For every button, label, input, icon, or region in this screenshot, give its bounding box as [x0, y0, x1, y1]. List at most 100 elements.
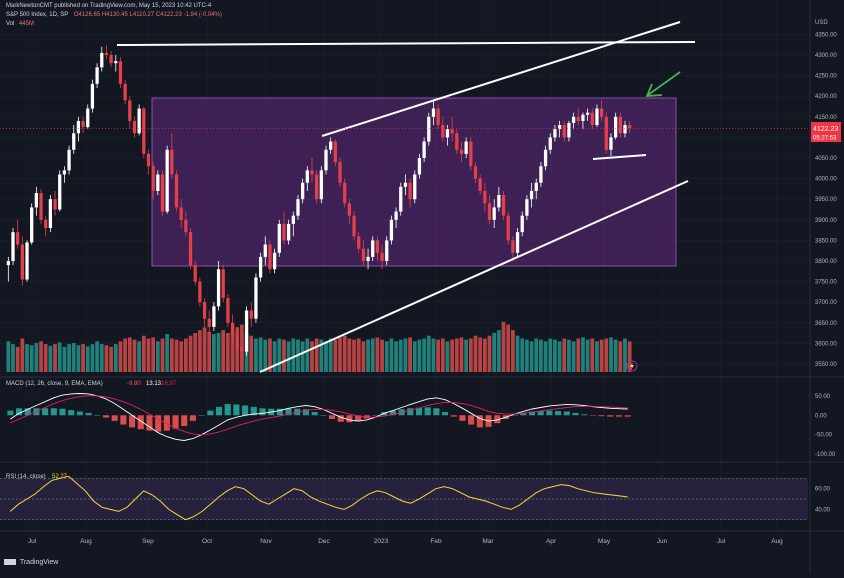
volume-bar [165, 334, 169, 372]
volume-bar [77, 345, 81, 372]
candle-body [217, 269, 220, 306]
volume-bar [422, 339, 426, 372]
price-tick-label: 3650.00 [815, 321, 837, 327]
candle-body [465, 142, 468, 154]
volume-bar [492, 333, 496, 372]
volume-bar [544, 341, 548, 372]
candle-body [287, 224, 290, 240]
macd-histogram-bar [346, 415, 352, 422]
candle-body [21, 245, 24, 280]
candle-body [334, 142, 337, 163]
volume-bar [497, 330, 501, 372]
macd-histogram-bar [625, 415, 631, 416]
volume-bar [609, 337, 613, 372]
macd-histogram-bar [259, 408, 265, 415]
tradingview-logo[interactable]: TradingView [4, 559, 58, 566]
candle-body [268, 245, 271, 270]
volume-bar [105, 345, 109, 372]
ohlc-values: O4126.65 H4130.45 L4110.27 C4122.23 -1.8… [74, 12, 222, 18]
volume-bar [277, 339, 281, 372]
candle-body [147, 154, 150, 166]
volume-bar [525, 340, 529, 372]
candle-body [53, 199, 56, 209]
macd-histogram-bar [190, 415, 196, 421]
candle-body [586, 113, 589, 115]
candle-body [451, 129, 454, 133]
candle-body [530, 191, 533, 199]
volume-bar [226, 333, 230, 372]
volume-bar [217, 333, 221, 372]
candle-body [180, 207, 183, 219]
volume-bar [586, 340, 590, 372]
volume-bar [184, 339, 188, 372]
candle-body [16, 232, 19, 244]
candle-body [427, 117, 430, 142]
candle-body [292, 216, 295, 224]
volume-bar [123, 339, 127, 372]
candle-body [436, 109, 439, 125]
candle-body [7, 261, 10, 265]
volume-bar [263, 340, 267, 372]
x-tick-label: Jun [657, 538, 668, 545]
volume-bar [67, 344, 71, 372]
price-tick-label: 3850.00 [815, 238, 837, 244]
candle-body [156, 174, 159, 190]
x-tick-label: May [598, 538, 611, 545]
volume-bar [333, 340, 337, 372]
macd-histogram-bar [329, 415, 335, 419]
volume-bar [175, 340, 179, 372]
candle-body [479, 179, 482, 191]
volume-bar [436, 340, 440, 372]
volume-bar [30, 345, 34, 372]
volume-bar [347, 339, 351, 372]
volume-bar [483, 339, 487, 372]
candle-body [623, 125, 626, 133]
volume-bar [291, 339, 295, 372]
candle-body [119, 61, 122, 84]
candle-body [105, 53, 108, 55]
volume-bar [100, 344, 104, 372]
volume-bar [137, 341, 141, 372]
volume-bar [572, 341, 576, 372]
volume-bar [34, 343, 38, 372]
volume-bar [254, 339, 258, 372]
price-tick-label: 3550.00 [815, 362, 837, 368]
macd-histogram-bar [425, 407, 431, 415]
macd-histogram-bar [207, 411, 213, 416]
candle-body [91, 84, 94, 109]
volume-bar [203, 327, 207, 372]
candle-body [357, 236, 360, 248]
volume-bar [520, 339, 524, 372]
volume-bar [39, 341, 43, 372]
macd-value-3: 16.97 [161, 381, 177, 387]
candle-body [628, 125, 631, 128]
candle-body [563, 125, 566, 137]
volume-bar [502, 322, 506, 372]
x-tick-label: Sep [142, 538, 154, 545]
tv-logo-icon [4, 559, 16, 565]
volume-bar [58, 342, 62, 372]
volume-bar [614, 340, 618, 372]
candle-body [86, 109, 89, 128]
volume-bar [338, 337, 342, 372]
macd-histogram-bar [372, 415, 378, 416]
volume-bar [376, 337, 380, 372]
price-tick-label: 4250.00 [815, 74, 837, 80]
candle-body [152, 166, 155, 191]
tv-logo-text: TradingView [20, 559, 59, 566]
candle-body [236, 335, 239, 347]
symbol-title[interactable]: S&P 500 Index, 1D, SP [6, 12, 68, 18]
macd-histogram-bar [468, 415, 474, 424]
candle-body [488, 203, 491, 219]
volume-bar [413, 341, 417, 372]
macd-histogram-bar [512, 415, 518, 416]
candle-body [212, 306, 215, 327]
volume-bar [86, 346, 90, 372]
volume-line: Vol 445M [6, 21, 34, 27]
volume-bar [408, 337, 412, 372]
rsi-value: 52.27 [52, 474, 68, 480]
macd-histogram-bar [459, 415, 465, 421]
candle-body [310, 170, 313, 174]
macd-histogram-bar [442, 412, 448, 415]
macd-title: MACD (12, 26, close, 9, EMA, EMA) -9.80 … [6, 381, 177, 387]
